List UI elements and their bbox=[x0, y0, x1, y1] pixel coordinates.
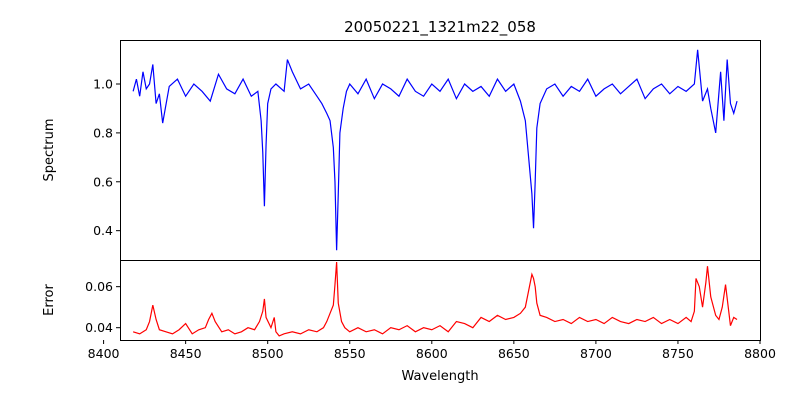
x-tick-label: 8650 bbox=[498, 346, 530, 361]
x-tick-label: 8550 bbox=[334, 346, 366, 361]
error-axes-frame bbox=[120, 260, 761, 341]
error-panel: 0.04 0.06 8400 8450 8500 8550 8600 8650 8700 875… bbox=[42, 260, 776, 384]
spectrum-y-tick-label: 1.0 bbox=[93, 77, 113, 92]
x-tick-label: 8750 bbox=[662, 346, 694, 361]
error-y-tick-label: 0.06 bbox=[85, 279, 113, 294]
error-series-line bbox=[132, 262, 738, 337]
x-axis-label: Wavelength bbox=[401, 369, 478, 384]
x-tick-label: 8800 bbox=[744, 346, 776, 361]
spectrum-y-tick-label: 0.6 bbox=[93, 174, 113, 189]
x-tick-label: 8400 bbox=[88, 346, 120, 361]
spectrum-y-tick-label: 0.8 bbox=[93, 125, 113, 140]
x-tick-label: 8450 bbox=[170, 346, 202, 361]
chart-title: 20050221_1321m22_058 bbox=[344, 18, 536, 37]
spectrum-panel: 0.4 0.6 0.8 1.0 Spectrum bbox=[42, 40, 761, 261]
spectrum-series-line bbox=[132, 49, 738, 251]
error-y-axis-label: Error bbox=[42, 284, 57, 316]
x-tick-label: 8500 bbox=[252, 346, 284, 361]
spectrum-y-axis-label: Spectrum bbox=[42, 119, 57, 182]
error-y-tick-label: 0.04 bbox=[85, 320, 113, 335]
spectrum-y-tick-label: 0.4 bbox=[93, 223, 113, 238]
x-tick-label: 8700 bbox=[580, 346, 612, 361]
x-tick-label: 8600 bbox=[416, 346, 448, 361]
spectrum-axes-frame bbox=[120, 40, 761, 261]
